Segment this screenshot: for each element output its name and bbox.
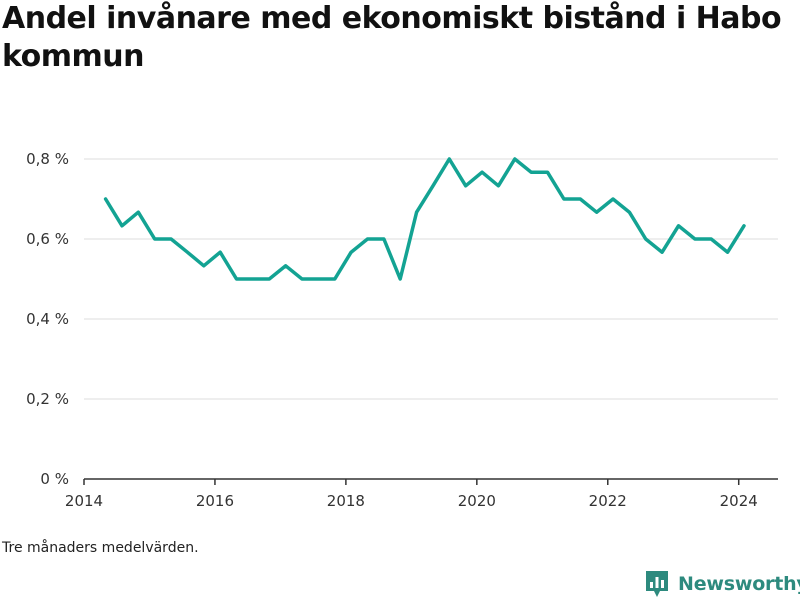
chart-title: Andel invånare med ekonomiskt bistånd i … [2,1,782,74]
brand-name: Newsworthy [678,573,800,595]
x-tick-label-0: 2014 [65,492,103,510]
bar-chart-logo-icon [646,571,668,597]
x-axis-ticks: 2014 2016 2018 2020 2022 2024 [65,479,758,510]
y-tick-label-2: 0,4 % [26,310,69,328]
y-axis-ticks: 0 % 0,2 % 0,4 % 0,6 % 0,8 % [26,150,69,488]
series-line-0 [103,157,746,281]
footnote: Tre månaders medelvärden. [2,540,199,556]
y-tick-label-3: 0,6 % [26,230,69,248]
x-tick-label-2: 2018 [327,492,365,510]
series-group [103,157,746,281]
y-tick-label-1: 0,2 % [26,390,69,408]
x-tick-label-4: 2022 [589,492,627,510]
y-tick-label-0: 0 % [40,470,69,488]
brand-logo: Newsworthy [644,568,800,600]
y-tick-label-4: 0,8 % [26,150,69,168]
x-tick-label-1: 2016 [196,492,234,510]
x-tick-label-3: 2020 [458,492,496,510]
x-tick-label-5: 2024 [720,492,758,510]
grid-lines [84,158,778,400]
